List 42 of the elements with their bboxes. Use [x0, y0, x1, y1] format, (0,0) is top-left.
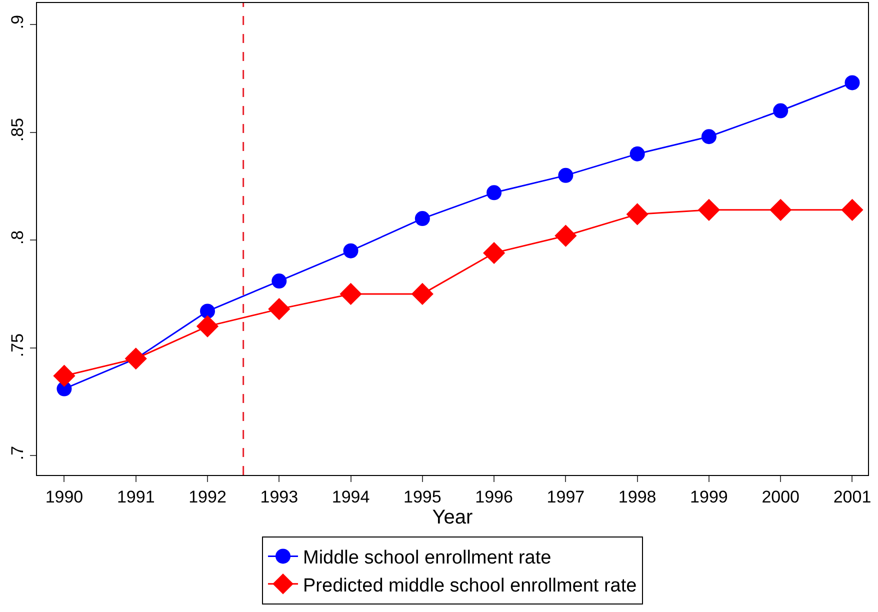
y-tick-label: .7	[8, 446, 28, 460]
y-tick-label: .75	[8, 333, 28, 358]
point	[196, 315, 219, 338]
point	[486, 185, 502, 200]
point	[773, 103, 788, 118]
x-tick-label: 1997	[546, 487, 585, 506]
x-tick-label: 2001	[833, 487, 872, 506]
point	[53, 364, 76, 387]
x-axis-title: Year	[432, 506, 474, 528]
point	[844, 75, 860, 90]
y-tick-label: .85	[8, 118, 28, 142]
x-tick-label: 1995	[403, 487, 442, 506]
point	[200, 304, 215, 319]
x-tick-label: 1992	[188, 487, 226, 506]
point	[701, 129, 716, 144]
x-tick-label: 1990	[45, 487, 84, 506]
point	[343, 243, 358, 258]
point	[558, 168, 574, 183]
point	[268, 298, 290, 320]
y-tick-label: .8	[8, 230, 28, 245]
x-tick-label: 1994	[332, 487, 370, 506]
point	[841, 198, 864, 221]
point	[770, 198, 792, 221]
point	[554, 224, 577, 247]
x-tick-label: 1996	[475, 487, 513, 506]
y-tick-label: .9	[8, 14, 28, 30]
point	[698, 198, 720, 221]
point	[272, 274, 287, 289]
x-tick-label: 1998	[618, 487, 656, 506]
x-tick-label: 1993	[260, 487, 298, 506]
point	[626, 203, 648, 226]
x-tick-label: 1999	[690, 487, 728, 506]
point	[340, 282, 362, 306]
point	[414, 211, 430, 226]
point	[630, 146, 645, 162]
point	[411, 282, 434, 306]
legend-label: Middle school enrollment rate	[303, 548, 552, 569]
point	[124, 348, 147, 370]
x-tick-label: 1991	[116, 487, 155, 506]
x-tick-label: 2000	[762, 487, 800, 506]
point	[483, 242, 506, 264]
legend-label: Predicted middle school enrollment rate	[303, 575, 637, 596]
